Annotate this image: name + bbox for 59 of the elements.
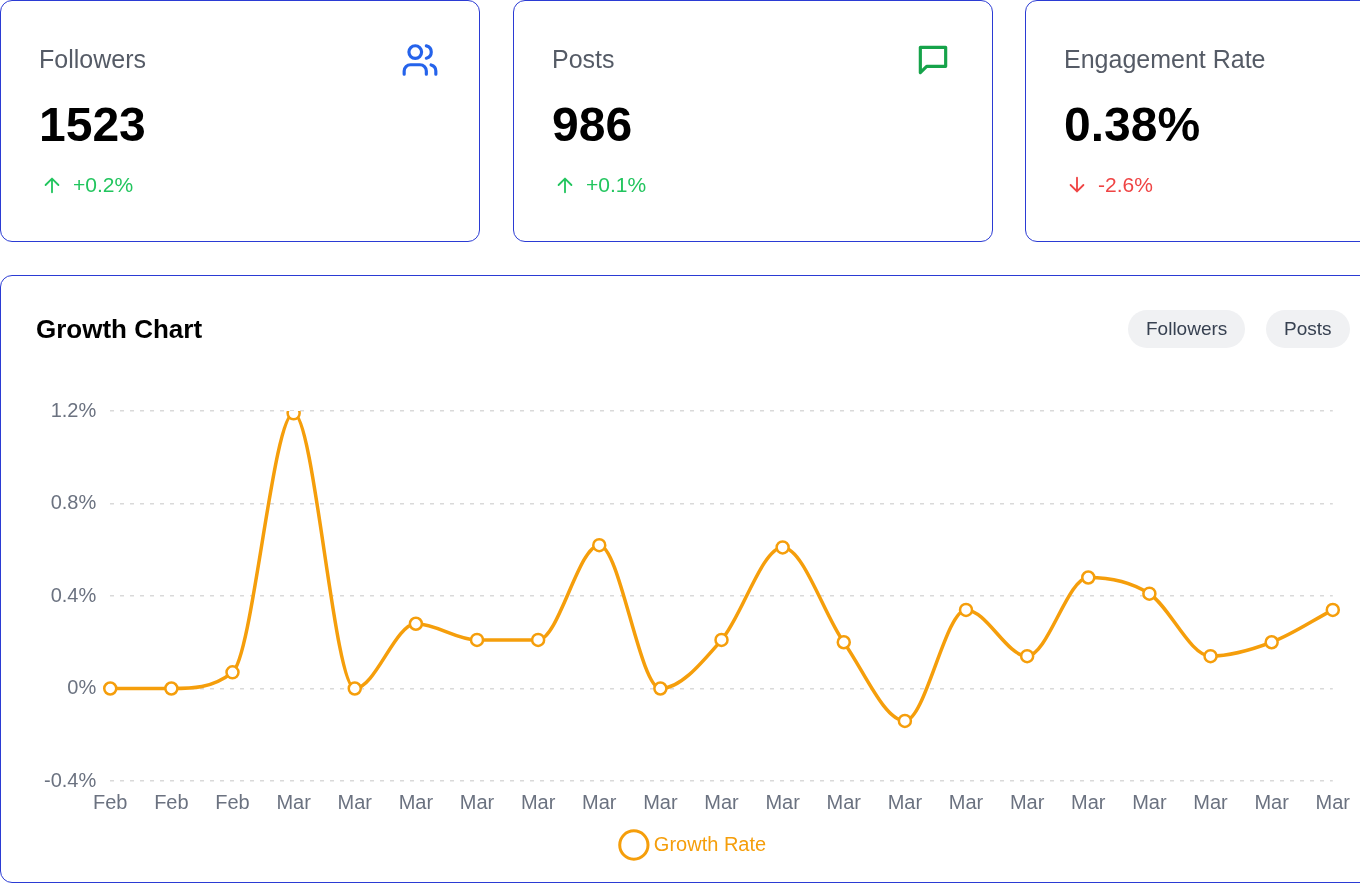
point (530, 632, 546, 648)
x-tick-label: Mar (1193, 790, 1229, 813)
text: Followers (39, 45, 146, 74)
x-tick-label: Mar (1009, 790, 1045, 813)
text: Posts (1266, 310, 1350, 348)
x-tick-label: Mar (1071, 790, 1106, 813)
x-tick-label: Mar (276, 790, 312, 813)
legend-label: Growth Rate (653, 832, 767, 855)
x-tick-label: Mar (887, 790, 923, 813)
x-tick-label: Mar (582, 790, 617, 813)
text: +0.2% (73, 173, 134, 197)
point (1142, 586, 1157, 601)
x-tick-label: Feb (154, 790, 189, 813)
x-tick-label: Mar (643, 790, 678, 813)
y-tick-label: 0.8% (50, 491, 97, 514)
text: Engagement Rate (1064, 45, 1266, 74)
x-tick-label: Mar (765, 790, 801, 813)
point (408, 616, 424, 631)
point (1325, 602, 1341, 618)
point (1019, 648, 1035, 664)
point (897, 713, 913, 729)
x-tick-label: Mar (520, 790, 556, 813)
point (164, 681, 179, 696)
text: Posts (552, 45, 615, 74)
x-tick-label: Mar (826, 790, 862, 813)
chart-title: Growth Chart (36, 314, 203, 345)
text: 1523 (39, 97, 146, 152)
point (775, 540, 790, 555)
point (1264, 635, 1279, 650)
point (1203, 648, 1218, 664)
point (103, 681, 118, 696)
y-tick-label: -0.4% (44, 768, 97, 791)
x-tick-label: Mar (1132, 790, 1167, 813)
text: 986 (552, 97, 633, 152)
x-tick-label: Feb (93, 790, 128, 813)
x-tick-label: Mar (1254, 790, 1290, 813)
text: -2.6% (1098, 173, 1153, 197)
x-tick-label: Mar (948, 790, 984, 813)
text: 0.38% (1064, 97, 1201, 152)
x-tick-label: Feb (215, 790, 250, 813)
x-tick-label: Mar (704, 790, 740, 813)
y-tick-label: 0.4% (50, 583, 97, 606)
point (469, 632, 485, 648)
x-tick-label: Mar (337, 790, 373, 813)
text: +0.1% (586, 173, 647, 197)
text: Followers (1128, 310, 1246, 348)
point (1081, 570, 1096, 585)
point (225, 665, 240, 680)
point (836, 635, 852, 650)
y-tick-label: 0% (67, 676, 97, 699)
point (714, 632, 729, 648)
point (592, 537, 607, 553)
x-tick-label: Mar (398, 790, 434, 813)
x-tick-label: Mar (1315, 790, 1351, 813)
point (347, 681, 362, 696)
point (653, 681, 668, 696)
x-tick-label: Mar (459, 790, 495, 813)
point (958, 602, 974, 618)
y-tick-label: 1.2% (50, 398, 97, 421)
